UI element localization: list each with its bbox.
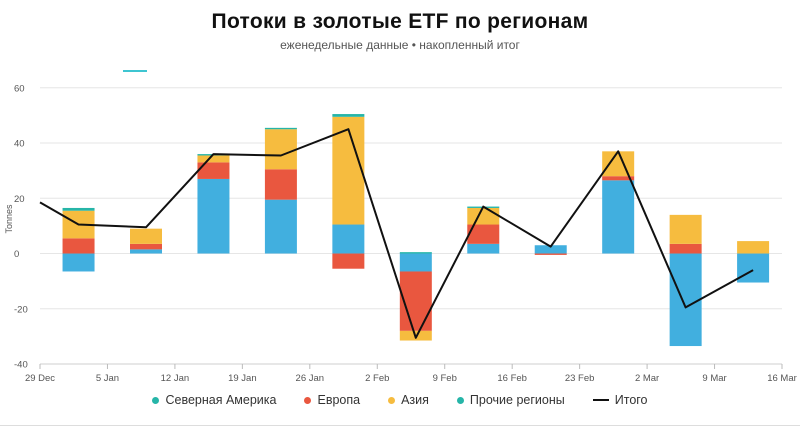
bar-segment[interactable] [737,241,770,254]
x-tick-label: 26 Jan [296,373,325,384]
bar-segment[interactable] [62,238,95,254]
bar-segment[interactable] [197,178,230,254]
bar-segment[interactable] [130,243,162,250]
total-line-layer [39,128,754,339]
legend-label-other-regions: Прочие регионы [469,393,565,407]
y-tick-label: 20 [14,194,25,205]
bar-segment[interactable] [332,253,365,269]
bar-segment[interactable] [332,116,365,225]
legend-item-other-regions[interactable]: Прочие регионы [456,393,565,407]
legend-label-total: Итого [614,393,648,407]
x-tick-label: 16 Feb [497,373,527,384]
x-tick-label: 23 Feb [565,373,595,384]
bar-segment[interactable] [534,253,567,255]
bar-segment[interactable] [399,271,432,331]
x-tick-label: 12 Jan [161,373,190,384]
y-tick-label: 60 [14,83,25,94]
y-axis-title: Tonnes [4,204,14,234]
bar-segment[interactable] [467,207,500,225]
legend-item-north-america[interactable]: Северная Америка [152,393,276,407]
bar-segment[interactable] [467,243,500,254]
x-tick-label: 16 Mar [767,373,797,384]
bar-segment[interactable] [399,253,432,272]
bars [62,114,770,347]
bar-segment[interactable] [737,253,770,283]
x-tick-label: 9 Mar [702,373,726,384]
x-tick-label: 2 Feb [365,373,389,384]
bar-segment[interactable] [197,155,230,163]
x-tick-label: 29 Dec [25,373,55,384]
y-tick-label: 0 [14,249,19,260]
bar-segment[interactable] [399,252,432,254]
x-tick-label: 5 Jan [96,373,119,384]
legend-dot-north-america [152,396,160,404]
bar-segment[interactable] [332,114,365,117]
bar-segment[interactable] [669,253,702,347]
chart-title: Потоки в золотые ETF по регионам [211,10,589,33]
legend-label-asia: Азия [401,393,429,407]
bar-segment[interactable] [602,176,635,181]
bar-segment[interactable] [467,224,500,244]
x-tick-label: 19 Jan [228,373,257,384]
x-tick-label: 2 Mar [635,373,659,384]
bar-segment[interactable] [264,129,297,170]
legend-item-asia[interactable]: Азия [388,393,429,407]
y-tick-label: -20 [14,304,28,315]
bar-segment[interactable] [534,245,567,254]
bar-segment[interactable] [602,151,635,177]
bar-segment[interactable] [264,169,297,200]
bar-segment[interactable] [332,224,365,254]
bar-segment[interactable] [62,253,95,272]
legend-swatch-total [592,399,609,401]
y-tick-label: -40 [14,360,28,371]
legend-item-europe[interactable]: Европа [304,393,360,407]
chart-subtitle: еженедельные данные • накопленный итог [280,38,520,52]
bar-segment[interactable] [264,199,297,254]
bar-segment[interactable] [130,249,162,254]
legend-dot-other-regions [456,396,464,404]
axes: 60 40 20 0 -20 -40 29 Dec 5 Jan 12 Jan 19 Jan 26 J… [4,83,797,384]
legend-label-north-america: Северная Америка [165,393,277,407]
total-line[interactable] [39,128,754,339]
bar-segment[interactable] [602,180,635,254]
bar-segment[interactable] [669,243,702,254]
x-tick-label: 9 Feb [433,373,457,384]
legend-dot-europe [304,396,312,404]
bar-segment[interactable] [62,207,95,211]
legend-dot-asia [388,396,396,404]
bottom-divider [0,425,800,426]
legend-item-total[interactable]: Итого [592,393,648,407]
bar-segment[interactable] [264,127,297,130]
legend-label-europe: Европа [317,393,361,407]
legend: Северная Америка Европа Азия Прочие реги… [0,393,800,407]
bar-segment[interactable] [130,228,162,244]
bar-segment[interactable] [669,214,702,244]
bar-segment[interactable] [197,162,230,179]
y-tick-label: 40 [14,139,25,150]
